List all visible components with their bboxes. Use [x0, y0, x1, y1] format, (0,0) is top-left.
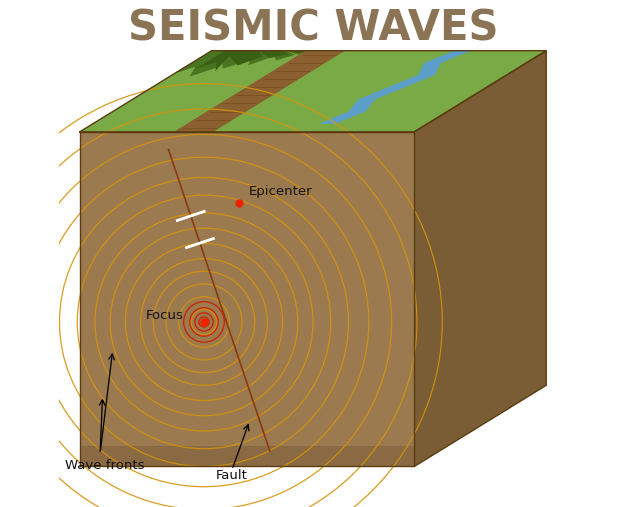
- Text: Focus: Focus: [146, 309, 183, 322]
- Polygon shape: [319, 51, 471, 124]
- Polygon shape: [414, 51, 546, 466]
- Polygon shape: [196, 51, 305, 71]
- Polygon shape: [80, 132, 414, 466]
- Polygon shape: [175, 51, 305, 77]
- Text: Fault: Fault: [216, 469, 248, 482]
- Polygon shape: [213, 51, 546, 132]
- Polygon shape: [80, 446, 414, 466]
- Polygon shape: [80, 51, 305, 132]
- Text: Epicenter: Epicenter: [249, 185, 312, 198]
- Text: SEISMIC WAVES: SEISMIC WAVES: [128, 8, 498, 50]
- Polygon shape: [80, 51, 546, 132]
- Polygon shape: [173, 51, 346, 132]
- Text: Wave fronts: Wave fronts: [64, 459, 144, 472]
